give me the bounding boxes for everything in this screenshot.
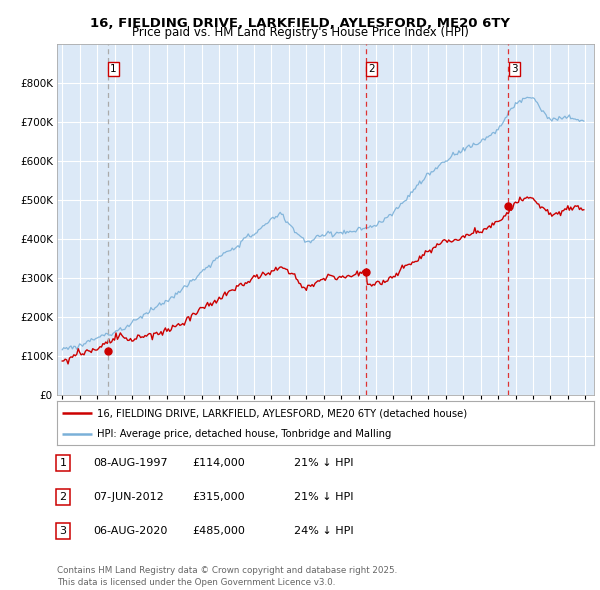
Text: 24% ↓ HPI: 24% ↓ HPI — [294, 526, 353, 536]
Text: £315,000: £315,000 — [192, 492, 245, 502]
Text: 16, FIELDING DRIVE, LARKFIELD, AYLESFORD, ME20 6TY (detached house): 16, FIELDING DRIVE, LARKFIELD, AYLESFORD… — [97, 408, 467, 418]
Text: Price paid vs. HM Land Registry's House Price Index (HPI): Price paid vs. HM Land Registry's House … — [131, 26, 469, 39]
Text: 08-AUG-1997: 08-AUG-1997 — [93, 458, 167, 468]
Text: 2: 2 — [368, 64, 375, 74]
Text: £485,000: £485,000 — [192, 526, 245, 536]
Text: Contains HM Land Registry data © Crown copyright and database right 2025.
This d: Contains HM Land Registry data © Crown c… — [57, 566, 397, 587]
Text: 2: 2 — [59, 492, 67, 502]
Text: HPI: Average price, detached house, Tonbridge and Malling: HPI: Average price, detached house, Tonb… — [97, 430, 392, 440]
Text: 06-AUG-2020: 06-AUG-2020 — [93, 526, 167, 536]
Text: 1: 1 — [110, 64, 117, 74]
Text: 21% ↓ HPI: 21% ↓ HPI — [294, 492, 353, 502]
Text: 3: 3 — [511, 64, 517, 74]
Text: 21% ↓ HPI: 21% ↓ HPI — [294, 458, 353, 468]
Text: 16, FIELDING DRIVE, LARKFIELD, AYLESFORD, ME20 6TY: 16, FIELDING DRIVE, LARKFIELD, AYLESFORD… — [90, 17, 510, 30]
Text: £114,000: £114,000 — [192, 458, 245, 468]
Text: 3: 3 — [59, 526, 67, 536]
Text: 1: 1 — [59, 458, 67, 468]
Text: 07-JUN-2012: 07-JUN-2012 — [93, 492, 164, 502]
